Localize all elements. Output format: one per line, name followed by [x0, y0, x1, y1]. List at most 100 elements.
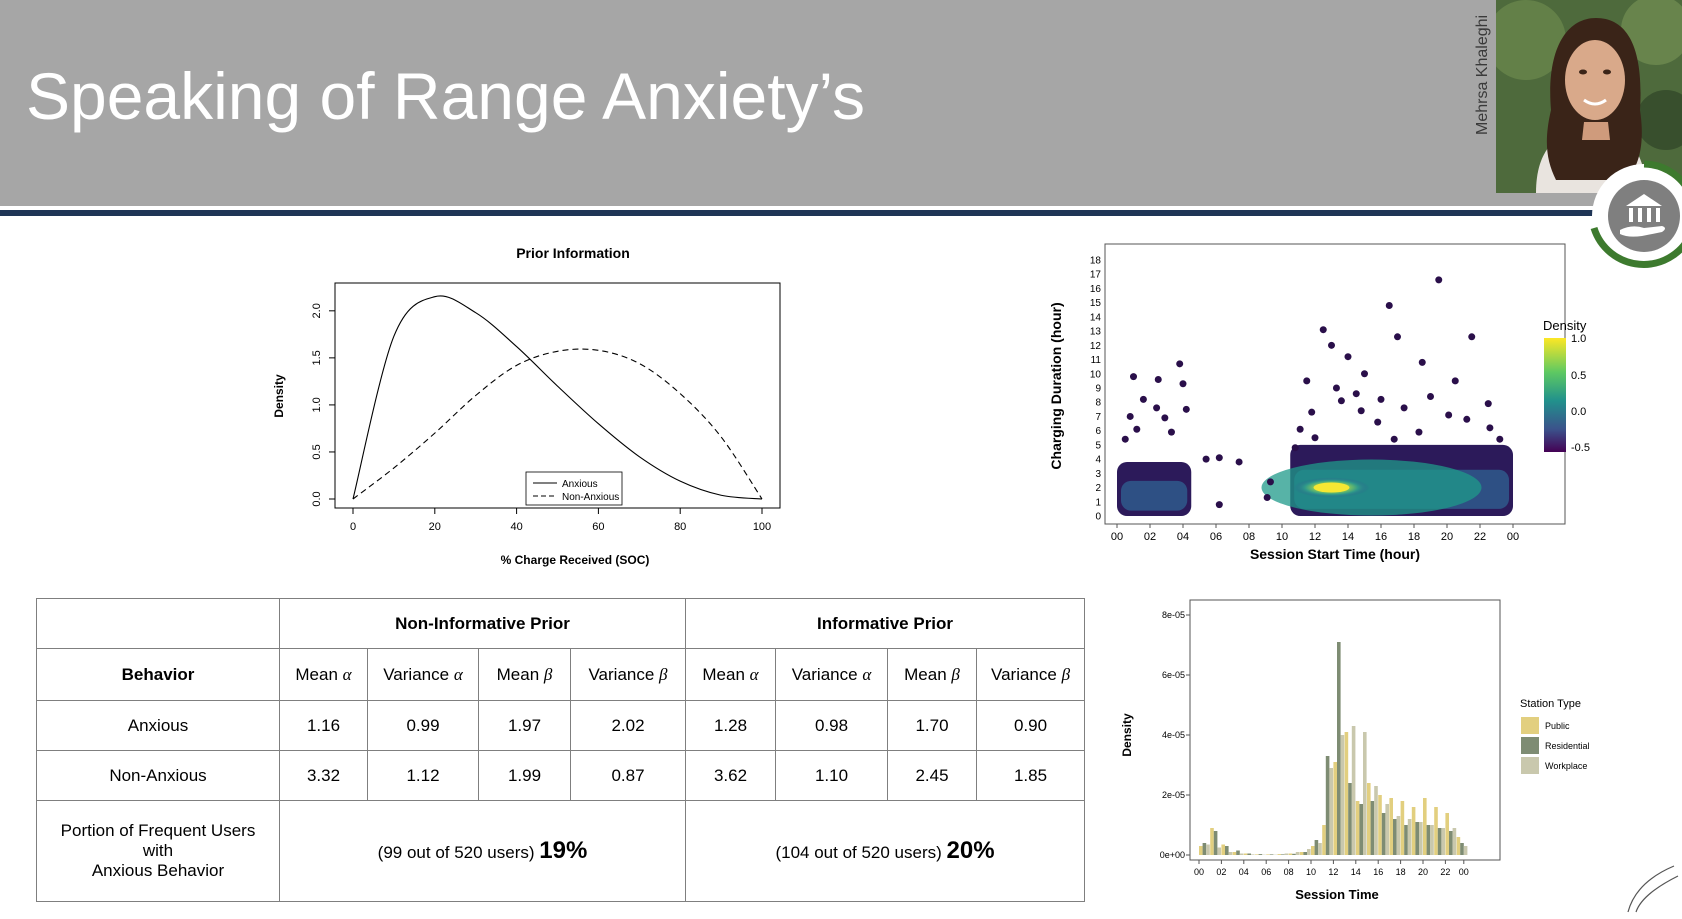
- x-tick-label: 00: [1507, 531, 1519, 543]
- scatter-point: [1133, 426, 1140, 433]
- hist-bar-residential: [1236, 851, 1240, 856]
- scatter-point: [1463, 416, 1470, 423]
- table-cell: 1.97: [479, 701, 571, 751]
- x-tick-label: 20: [1441, 531, 1453, 543]
- x-tick-label: 14: [1351, 867, 1361, 877]
- presenter-name-label: Mehrsa Khaleghi: [1472, 0, 1496, 140]
- scatter-point: [1292, 444, 1299, 451]
- hist-bar-residential: [1247, 854, 1251, 856]
- x-tick-label: 08: [1284, 867, 1294, 877]
- y-tick-label: 14: [1090, 312, 1102, 323]
- scatter-point: [1216, 454, 1223, 461]
- scatter-point: [1183, 406, 1190, 413]
- x-tick-label: 02: [1144, 531, 1156, 543]
- station-type-legend: Station Type Public Residential Workplac…: [1520, 698, 1590, 774]
- hist-bar-workplace: [1206, 845, 1210, 856]
- hist-bar-workplace: [1240, 854, 1244, 856]
- hist-bar-public: [1389, 798, 1393, 855]
- scatter-point: [1378, 396, 1385, 403]
- prior-chart-ylabel: Density: [272, 374, 286, 418]
- x-tick-label: 0: [350, 521, 356, 533]
- legend-residential: Residential: [1545, 741, 1590, 751]
- scatter-point: [1267, 478, 1274, 485]
- hist-bar-workplace: [1285, 854, 1289, 856]
- informative-prior-header: Informative Prior: [686, 599, 1085, 649]
- hist-bar-public: [1300, 852, 1304, 855]
- table-cell: 1.10: [776, 751, 888, 801]
- table-cell: 1.16: [280, 701, 368, 751]
- scatter-point: [1468, 333, 1475, 340]
- y-tick-label: 15: [1090, 298, 1102, 309]
- y-tick-label: 2e-05: [1162, 790, 1185, 800]
- scatter-point: [1297, 426, 1304, 433]
- y-tick-label: 6e-05: [1162, 670, 1185, 680]
- hist-bar-public: [1244, 854, 1248, 856]
- hist-bar-workplace: [1352, 726, 1356, 855]
- y-tick-label: 8: [1095, 398, 1101, 409]
- hist-bar-workplace: [1329, 768, 1333, 855]
- y-tick-label: 1.5: [311, 350, 323, 365]
- table-cell: 1.70: [888, 701, 977, 751]
- y-tick-label: 13: [1090, 327, 1102, 338]
- subheader-cell: Variance α: [776, 649, 888, 701]
- table-cell: 0.99: [368, 701, 479, 751]
- hist-bar-residential: [1359, 804, 1363, 855]
- row-label-anxious: Anxious: [37, 701, 280, 751]
- hist-bar-workplace: [1363, 732, 1367, 855]
- hist-bar-residential: [1438, 828, 1442, 855]
- x-tick-label: 12: [1328, 867, 1338, 877]
- scatter-point: [1312, 434, 1319, 441]
- x-tick-label: 04: [1177, 531, 1189, 543]
- scatter-point: [1264, 494, 1271, 501]
- scatter-point: [1391, 436, 1398, 443]
- y-tick-label: 2.0: [311, 303, 323, 318]
- density-peak: [1314, 483, 1350, 493]
- x-tick-label: 04: [1239, 867, 1249, 877]
- x-tick-label: 18: [1408, 531, 1420, 543]
- scatter-point: [1161, 414, 1168, 421]
- scatter-point: [1345, 353, 1352, 360]
- hist-bar-public: [1401, 801, 1405, 855]
- x-tick-label: 10: [1276, 531, 1288, 543]
- scatter-point: [1140, 396, 1147, 403]
- x-tick-label: 06: [1210, 531, 1222, 543]
- hist-bar-residential: [1427, 825, 1431, 855]
- subheader-cell: Variance β: [977, 649, 1085, 701]
- hist-bar-workplace: [1318, 843, 1322, 855]
- hist-bar-workplace: [1441, 828, 1445, 855]
- x-tick-label: 06: [1261, 867, 1271, 877]
- scatter-point: [1236, 458, 1243, 465]
- y-tick-label: 12: [1090, 341, 1102, 352]
- y-tick-label: 0e+00: [1160, 850, 1185, 860]
- hist-bar-residential: [1292, 854, 1296, 855]
- scatter-point: [1435, 276, 1442, 283]
- subheader-cell: Mean β: [479, 649, 571, 701]
- y-tick-label: 0: [1095, 512, 1101, 523]
- hist-bar-public: [1412, 807, 1416, 855]
- scatter-point: [1320, 326, 1327, 333]
- presenter-name: Mehrsa Khaleghi: [1474, 15, 1492, 135]
- legend-swatch-residential: [1521, 737, 1539, 754]
- x-tick-label: 02: [1216, 867, 1226, 877]
- table-cell: 0.87: [571, 751, 686, 801]
- x-tick-label: 08: [1243, 531, 1255, 543]
- non-informative-prior-header: Non-Informative Prior: [280, 599, 686, 649]
- hist-bar-workplace: [1464, 846, 1468, 855]
- hist-bar-workplace: [1408, 819, 1412, 855]
- hist-bar-residential: [1404, 825, 1408, 855]
- x-tick-label: 60: [592, 521, 604, 533]
- hist-bar-public: [1289, 854, 1293, 856]
- y-tick-label: 1: [1095, 497, 1101, 508]
- x-tick-label: 10: [1306, 867, 1316, 877]
- hist-bar-workplace: [1229, 852, 1233, 855]
- hist-bar-residential: [1225, 846, 1229, 855]
- x-tick-label: 16: [1375, 531, 1387, 543]
- scatter-point: [1122, 436, 1129, 443]
- scatter-point: [1308, 409, 1315, 416]
- x-tick-label: 20: [1418, 867, 1428, 877]
- x-tick-label: 00: [1194, 867, 1204, 877]
- hist-bar-public: [1266, 854, 1270, 855]
- scatter-point: [1427, 393, 1434, 400]
